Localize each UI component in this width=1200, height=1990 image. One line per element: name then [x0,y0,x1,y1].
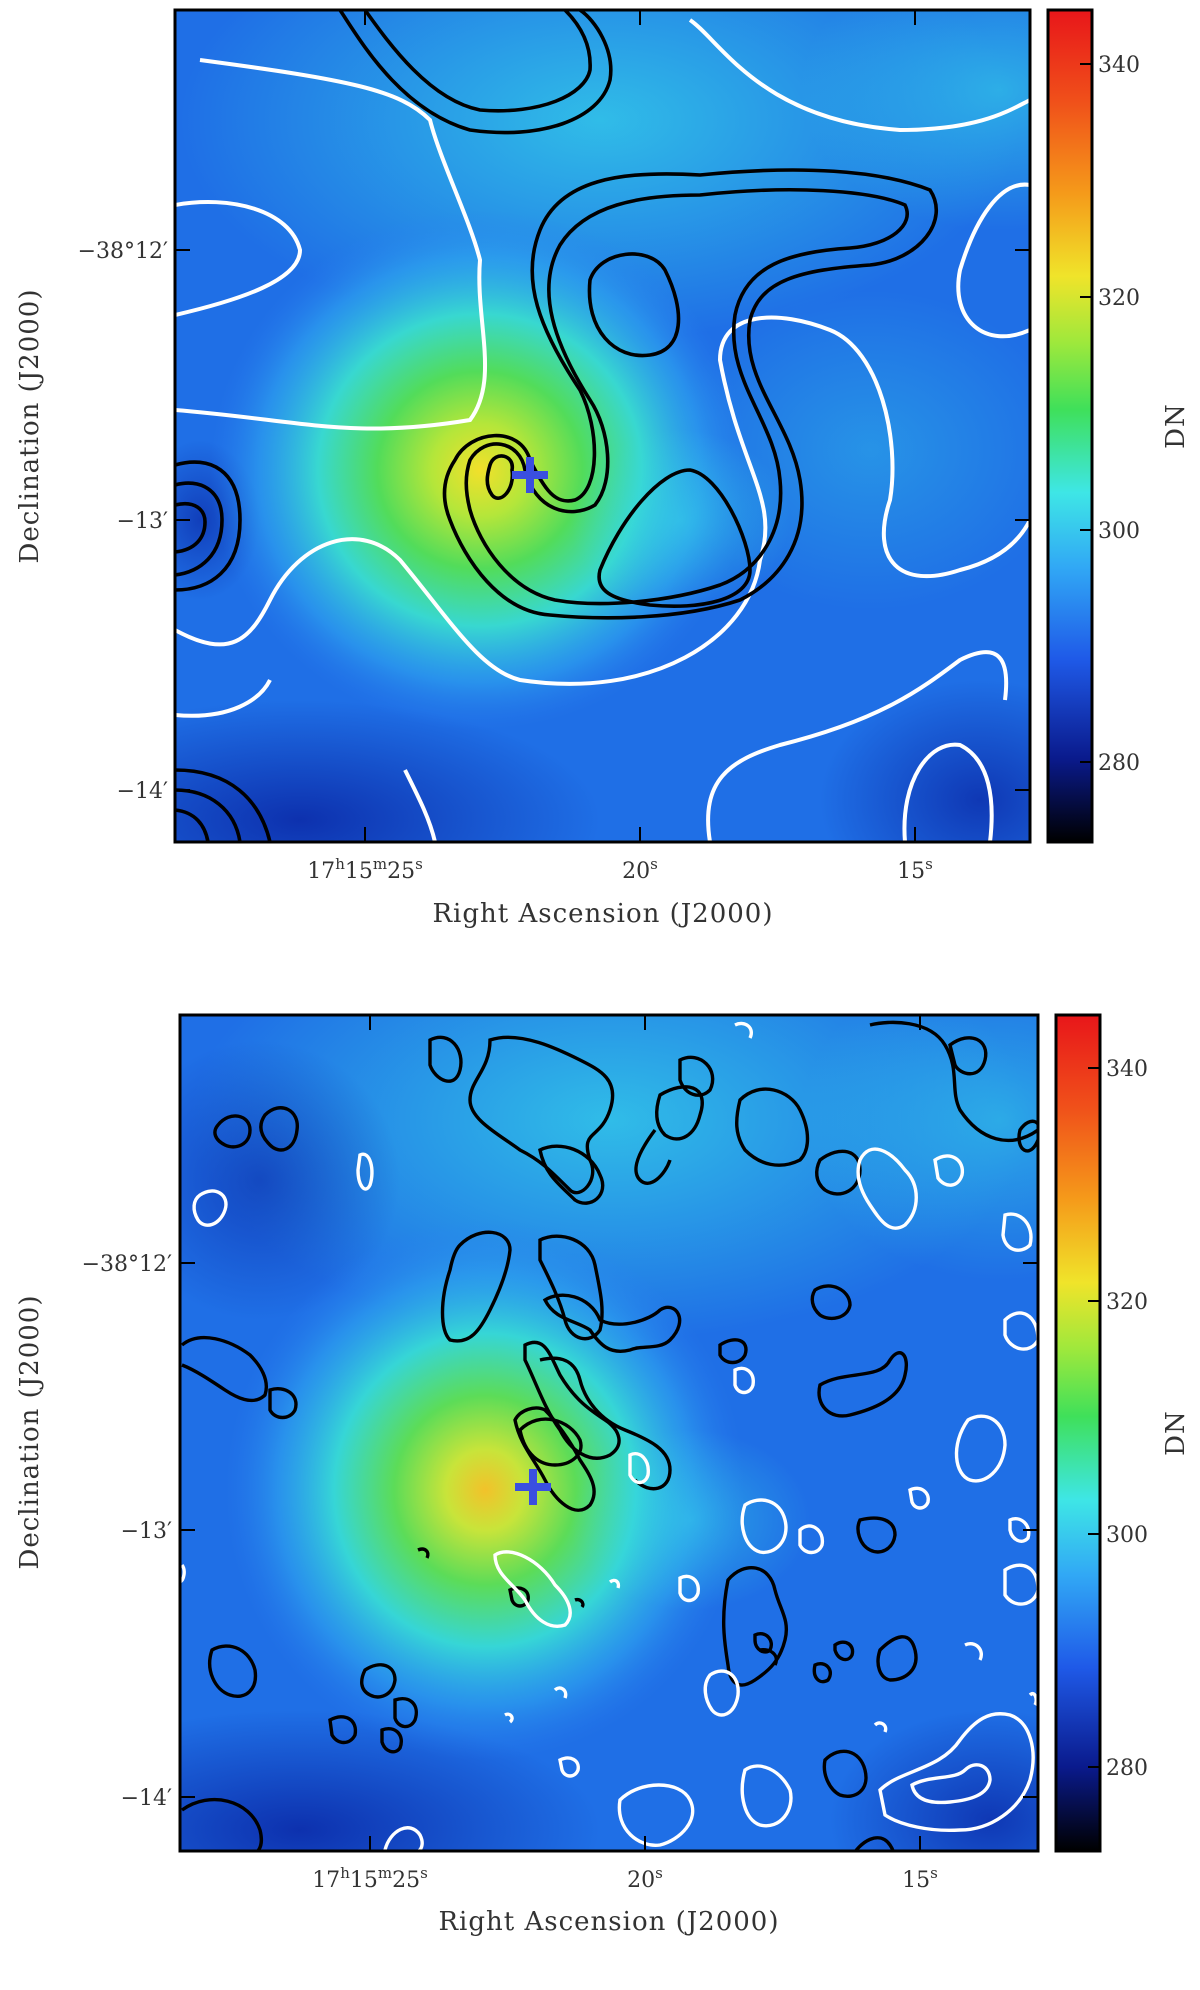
top-colorbar-label: DN [1161,403,1191,449]
top-colorbar-tick-340: 340 [1098,53,1140,78]
bottom-colorbar-tick-300: 300 [1106,1523,1148,1548]
top-ytick-2: −13′ [117,509,168,534]
bottom-y-axis-label: Declination (J2000) [15,1295,45,1570]
bottom-ytick-3: −14′ [121,1786,172,1811]
bottom-plot-frame [178,1013,1040,1853]
top-colorbar-gradient [1046,8,1094,844]
top-plot-frame [173,8,1032,844]
bottom-colorbar-label: DN [1161,1410,1191,1456]
bottom-colorbar-tick-340: 340 [1106,1057,1148,1082]
top-image-area [175,10,1030,842]
top-ytick-1: −38°12′ [78,239,168,264]
top-ytick-3: −14′ [117,779,168,804]
top-panel: −38°12′ −13′ −14′ 17h15m25s 20s 15s Righ… [0,0,1200,990]
bottom-colorbar-gradient [1054,1013,1102,1853]
bottom-emission-peak [225,1220,745,1760]
top-colorbar-tick-320: 320 [1098,286,1140,311]
top-white-contours [175,18,1030,842]
bottom-colorbar-tick-280: 280 [1106,1756,1148,1781]
top-chart-svg: −38°12′ −13′ −14′ 17h15m25s 20s 15s Righ… [15,8,1191,929]
bottom-ytick-2: −13′ [121,1519,172,1544]
bottom-xtick-3: 15s [902,1864,938,1893]
top-xtick-2: 20s [622,855,658,884]
bottom-ytick-1: −38°12′ [82,1252,172,1277]
bottom-colorbar-tick-320: 320 [1106,1290,1148,1315]
top-colorbar-tick-280: 280 [1098,751,1140,776]
top-colorbar-tick-300: 300 [1098,519,1140,544]
bottom-x-axis-label: Right Ascension (J2000) [438,1907,779,1937]
bottom-axis-ticks [180,1015,1038,1851]
top-y-axis-label: Declination (J2000) [15,289,45,564]
bottom-panel: −38°12′ −13′ −14′ 17h15m25s 20s 15s Righ… [0,1000,1200,1990]
bottom-chart-svg: −38°12′ −13′ −14′ 17h15m25s 20s 15s Righ… [15,1013,1191,1937]
bottom-image-area [180,1015,1038,1851]
bottom-black-contours [180,1020,1038,1851]
top-black-contours [175,10,938,842]
top-colorbar: 280 300 320 340 DN [1046,8,1191,844]
top-source-marker [512,457,548,493]
top-x-axis-label: Right Ascension (J2000) [432,899,773,929]
bottom-white-contours [180,1021,1038,1851]
bottom-source-marker [515,1469,551,1505]
top-axis-ticks [175,10,1030,842]
top-xtick-3: 15s [897,855,933,884]
top-emission-peak [210,210,750,730]
bottom-xtick-2: 20s [627,1864,663,1893]
bottom-colorbar: 280 300 320 340 DN [1054,1013,1191,1853]
top-xtick-1: 17h15m25s [307,855,423,884]
bottom-xtick-1: 17h15m25s [312,1864,428,1893]
